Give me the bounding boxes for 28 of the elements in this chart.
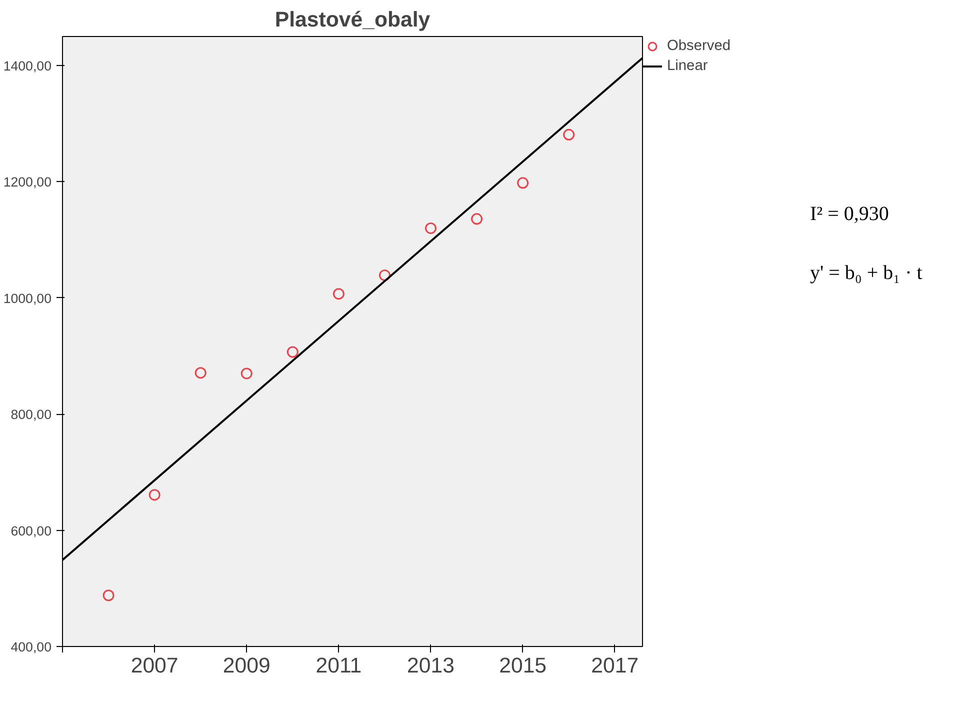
x-tick-label: 2011 bbox=[316, 654, 362, 678]
y-tick-label: 600,00 bbox=[10, 523, 52, 538]
y-tick-label: 1200,00 bbox=[3, 174, 52, 190]
point bbox=[563, 128, 575, 140]
text: y' = b₀ + b₁ · t bbox=[810, 260, 922, 286]
chart-title: Plastové_obaly bbox=[274, 8, 430, 32]
point bbox=[517, 177, 529, 189]
point bbox=[194, 367, 206, 379]
x-tick-label: 2007 bbox=[130, 654, 178, 678]
text: I² = 0,930 bbox=[810, 202, 890, 227]
x-tick-label: 2009 bbox=[222, 654, 270, 678]
legend-label: Linear bbox=[667, 58, 708, 74]
point bbox=[425, 222, 437, 234]
x-tick-label: 2013 bbox=[407, 654, 454, 678]
legend-label: Observed bbox=[667, 38, 731, 54]
point bbox=[286, 346, 298, 358]
point bbox=[332, 288, 344, 300]
x-tick-label: 2015 bbox=[499, 654, 547, 678]
y-tick-label: 1000,00 bbox=[3, 290, 52, 306]
y-tick-label: 800,00 bbox=[10, 407, 52, 422]
y-tick-label: 400,00 bbox=[10, 640, 52, 654]
point bbox=[102, 590, 114, 602]
x-tick-label: 2017 bbox=[591, 654, 639, 678]
point bbox=[148, 489, 160, 501]
point bbox=[471, 213, 483, 225]
point bbox=[240, 368, 252, 380]
point bbox=[378, 270, 390, 282]
y-tick-label: 1400,00 bbox=[3, 58, 52, 74]
